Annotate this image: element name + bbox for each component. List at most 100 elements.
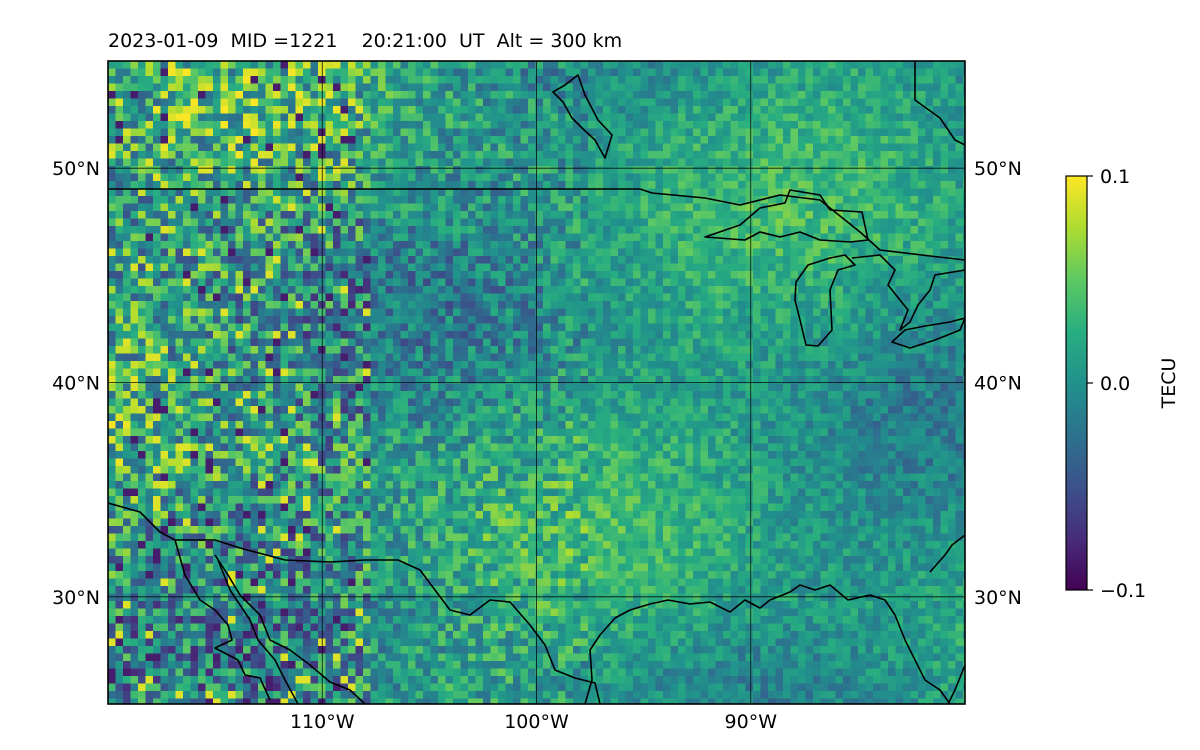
tec-cell: [678, 76, 687, 85]
tec-cell: [948, 368, 957, 377]
tec-cell: [715, 158, 724, 167]
tec-cell: [715, 203, 724, 212]
tec-cell: [265, 278, 274, 287]
tec-cell: [295, 166, 304, 175]
tec-cell: [355, 248, 364, 257]
tec-cell: [633, 278, 642, 287]
tec-cell: [175, 188, 184, 197]
tec-cell: [798, 91, 807, 100]
tec-cell: [873, 68, 882, 77]
tec-cell: [505, 218, 514, 227]
tec-cell: [423, 316, 432, 325]
tec-cell: [768, 151, 777, 160]
tec-cell: [258, 121, 267, 130]
tec-cell: [903, 113, 912, 122]
tec-cell: [498, 286, 507, 295]
tec-cell: [333, 188, 342, 197]
tec-cell: [393, 203, 402, 212]
tec-cell: [903, 346, 912, 355]
tec-cell: [160, 203, 169, 212]
tec-cell: [168, 301, 177, 310]
tec-cell: [745, 376, 754, 385]
tec-cell: [715, 143, 724, 152]
tec-cell: [933, 181, 942, 190]
tec-cell: [693, 316, 702, 325]
tec-cell: [333, 181, 342, 190]
tec-cell: [513, 68, 522, 77]
tec-cell: [438, 248, 447, 257]
tec-cell: [438, 76, 447, 85]
tec-cell: [580, 293, 589, 302]
tec-cell: [483, 211, 492, 220]
tec-cell: [573, 143, 582, 152]
tec-cell: [805, 346, 814, 355]
tec-cell: [198, 241, 207, 250]
tec-cell: [775, 263, 784, 272]
tec-cell: [828, 181, 837, 190]
tec-cell: [475, 316, 484, 325]
tec-cell: [288, 278, 297, 287]
tec-cell: [280, 143, 289, 152]
tec-cell: [415, 211, 424, 220]
tec-cell: [235, 248, 244, 257]
tec-cell: [423, 158, 432, 167]
tec-cell: [685, 106, 694, 115]
tec-cell: [490, 158, 499, 167]
tec-cell: [565, 316, 574, 325]
tec-cell: [648, 158, 657, 167]
tec-cell: [520, 331, 529, 340]
tec-cell: [858, 173, 867, 182]
tec-cell: [573, 338, 582, 347]
tec-cell: [535, 256, 544, 265]
tec-cell: [415, 241, 424, 250]
tec-cell: [415, 338, 424, 347]
tec-cell: [640, 308, 649, 317]
tec-cell: [775, 91, 784, 100]
tec-cell: [963, 188, 965, 197]
tec-cell: [880, 248, 889, 257]
tec-cell: [798, 121, 807, 130]
tec-cell: [543, 181, 552, 190]
tec-cell: [678, 203, 687, 212]
tec-cell: [603, 121, 612, 130]
tec-cell: [820, 368, 829, 377]
tec-cell: [753, 368, 762, 377]
tec-cell: [693, 173, 702, 182]
tec-cell: [445, 151, 454, 160]
tec-cell: [925, 211, 934, 220]
tec-cell: [183, 61, 192, 70]
tec-cell: [153, 76, 162, 85]
tec-cell: [205, 158, 214, 167]
tec-cell: [565, 323, 574, 332]
tec-cell: [160, 91, 169, 100]
tec-cell: [460, 323, 469, 332]
tec-cell: [393, 218, 402, 227]
tec-cell: [760, 368, 769, 377]
tec-cell: [108, 121, 117, 130]
tec-cell: [940, 241, 949, 250]
tec-cell: [873, 338, 882, 347]
tec-cell: [273, 271, 282, 280]
tec-cell: [370, 301, 379, 310]
tec-cell: [798, 346, 807, 355]
tec-cell: [910, 241, 919, 250]
tec-cell: [775, 113, 784, 122]
tec-cell: [678, 301, 687, 310]
tec-cell: [520, 338, 529, 347]
tec-cell: [355, 383, 364, 392]
tec-cell: [490, 248, 499, 257]
tec-cell: [805, 308, 814, 317]
tec-cell: [393, 68, 402, 77]
tec-cell: [198, 143, 207, 152]
tec-cell: [648, 301, 657, 310]
tec-cell: [805, 286, 814, 295]
tec-cell: [903, 211, 912, 220]
tec-cell: [348, 316, 357, 325]
tec-cell: [798, 376, 807, 385]
tec-cell: [378, 353, 387, 362]
tec-cell: [453, 158, 462, 167]
tec-cell: [850, 271, 859, 280]
tec-cell: [820, 121, 829, 130]
tec-cell: [700, 301, 709, 310]
tec-cell: [423, 91, 432, 100]
